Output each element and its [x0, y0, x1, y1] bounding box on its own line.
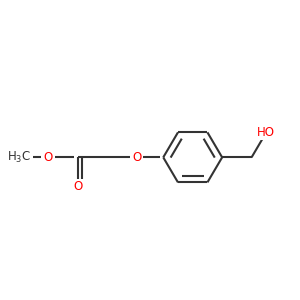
Text: O: O	[73, 180, 83, 193]
Text: O: O	[132, 151, 141, 164]
Text: H$_3$C: H$_3$C	[7, 150, 31, 165]
Text: HO: HO	[257, 126, 275, 139]
Text: O: O	[44, 151, 53, 164]
